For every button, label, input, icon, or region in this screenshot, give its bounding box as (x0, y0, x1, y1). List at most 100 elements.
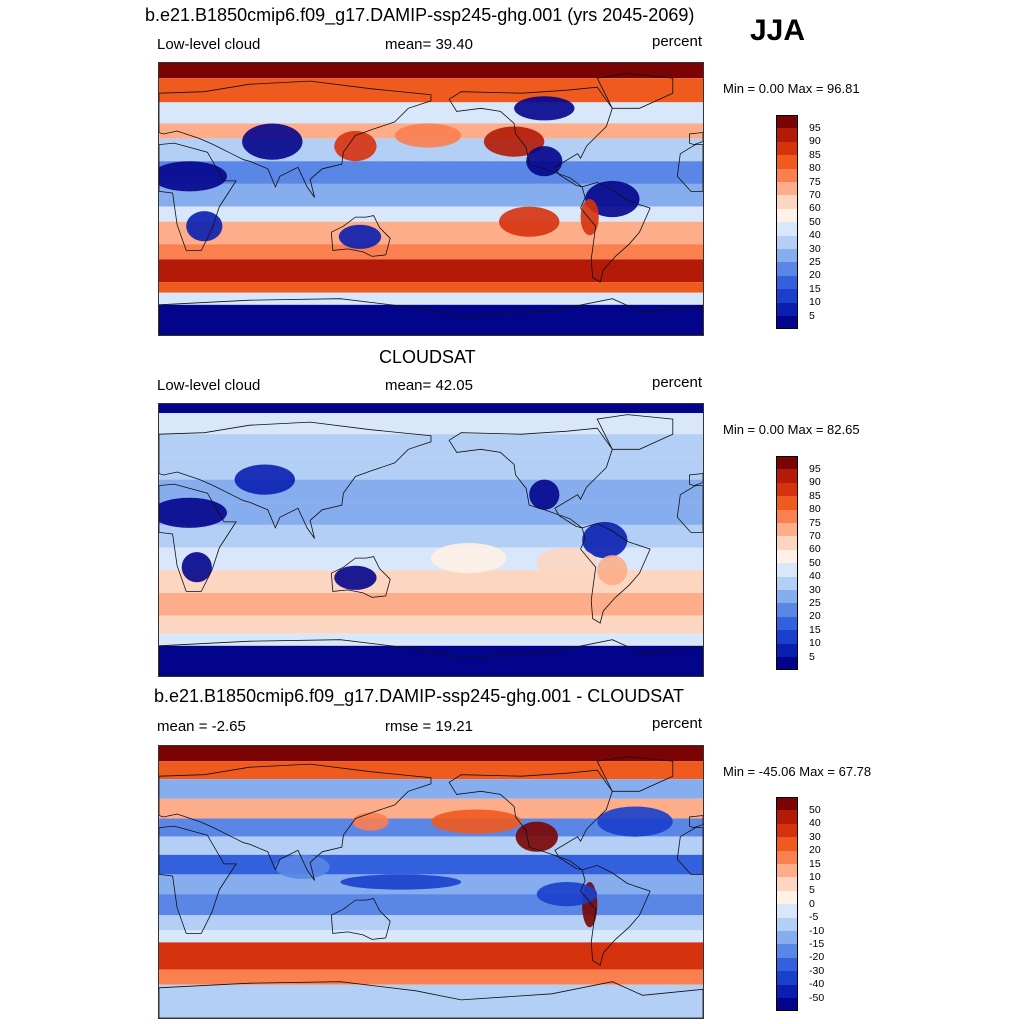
field-band (159, 183, 703, 207)
colorbar-tick-label: 30 (809, 583, 821, 596)
colorbar-swatch (776, 509, 798, 523)
field-blob (181, 552, 212, 583)
colorbar-swatch (776, 971, 798, 985)
coastline (159, 483, 237, 592)
colorbar-tick-label: 20 (809, 269, 821, 282)
colorbar-tick-label: 30 (809, 830, 821, 843)
colorbar-tick-label: 20 (809, 844, 821, 857)
colorbar-frame (776, 456, 798, 671)
coastline (580, 181, 651, 283)
colorbar-swatch (776, 797, 798, 811)
colorbar-swatch (776, 998, 798, 1012)
colorbar-tick-label: 85 (809, 148, 821, 161)
field-blob (159, 497, 227, 528)
field-blob (275, 854, 330, 879)
panel-3-mean-label: mean = -2.65 (157, 718, 246, 735)
colorbar-swatch (776, 523, 798, 537)
colorbar-swatch (776, 957, 798, 972)
coastline (676, 827, 703, 875)
coastline (596, 414, 674, 450)
field-blob (431, 543, 507, 574)
colorbar-swatch (776, 456, 798, 470)
field-band (159, 592, 703, 616)
panel-3-title: b.e21.B1850cmip6.f09_g17.DAMIP-ssp245-gh… (154, 686, 684, 706)
panel-1-mean-label: mean= 39.40 (385, 36, 473, 53)
colorbar-tick-label: 50 (809, 215, 821, 228)
field-band (159, 836, 703, 855)
field-band (159, 615, 703, 634)
colorbar-tick-label: 25 (809, 596, 821, 609)
field-blob (536, 547, 598, 578)
coastline (330, 215, 391, 257)
colorbar-tick-label: -20 (809, 951, 825, 964)
colorbar-swatch (776, 603, 798, 617)
colorbar-swatch (776, 984, 798, 998)
coastline (159, 142, 237, 251)
colorbar-swatch (776, 576, 798, 590)
panel-2-variable-label: Low-level cloud (157, 377, 261, 394)
colorbar-swatch (776, 469, 798, 483)
field-band (159, 746, 703, 762)
colorbar-swatch (776, 823, 798, 838)
colorbar-tick-label: 75 (809, 175, 821, 188)
colorbar-swatch (776, 222, 798, 236)
colorbar-tick-label: 40 (809, 570, 821, 583)
colorbar-tick-label: 95 (809, 462, 821, 475)
coastline (596, 756, 674, 792)
colorbar-swatch (776, 275, 798, 290)
season-label: JJA (750, 14, 806, 47)
field-blob (242, 123, 303, 160)
field-band (159, 282, 703, 293)
field-blob (483, 126, 545, 157)
colorbar-tick-label: 5 (809, 650, 815, 663)
field-band (159, 942, 703, 970)
colorbar-tick-label: 15 (809, 282, 821, 295)
colorbar-tick-label: 15 (809, 623, 821, 636)
coastline (580, 864, 651, 966)
panel-1-map (158, 62, 704, 336)
coastline (580, 522, 651, 624)
field-blob (334, 131, 377, 162)
colorbar-tick-label: 60 (809, 543, 821, 556)
field-band (159, 524, 703, 548)
colorbar-tick-label: 30 (809, 242, 821, 255)
colorbar-tick-label: -15 (809, 937, 825, 950)
colorbar-frame (776, 797, 798, 1012)
colorbar-tick-label: 10 (809, 637, 821, 650)
colorbar-swatch (776, 316, 798, 330)
field-band (159, 969, 703, 985)
colorbar-frame (776, 115, 798, 330)
colorbar-swatch (776, 128, 798, 142)
colorbar-tick-label: 20 (809, 610, 821, 623)
colorbar-swatch (776, 944, 798, 958)
colorbar-swatch (776, 563, 798, 577)
field-band (159, 221, 703, 245)
field-band (159, 413, 703, 435)
colorbar-swatch (776, 890, 798, 905)
field-band (159, 761, 703, 780)
field-band (159, 206, 703, 222)
colorbar-tick-label: -30 (809, 964, 825, 977)
colorbar-tick-label: -10 (809, 924, 825, 937)
panel-1-title: b.e21.B1850cmip6.f09_g17.DAMIP-ssp245-gh… (145, 5, 695, 25)
colorbar-tick-label: 50 (809, 803, 821, 816)
field-band (159, 894, 703, 916)
coastline (596, 73, 674, 109)
field-blob (536, 882, 598, 907)
coastline (689, 132, 703, 146)
colorbar-swatch (776, 931, 798, 945)
field-blob (431, 809, 522, 834)
colorbar-swatch (776, 917, 798, 931)
field-blob (585, 180, 640, 218)
coastline (330, 898, 391, 940)
coastline (159, 421, 432, 539)
panel-1-minmax: Min = 0.00 Max = 96.81 (723, 81, 860, 96)
field-blob (582, 521, 628, 559)
field-band (159, 779, 703, 799)
field-blob (526, 146, 563, 177)
field-blob (340, 874, 462, 890)
field-band (159, 434, 703, 457)
field-band (159, 645, 703, 676)
field-blob (334, 565, 377, 590)
panel-2-map (158, 403, 704, 677)
